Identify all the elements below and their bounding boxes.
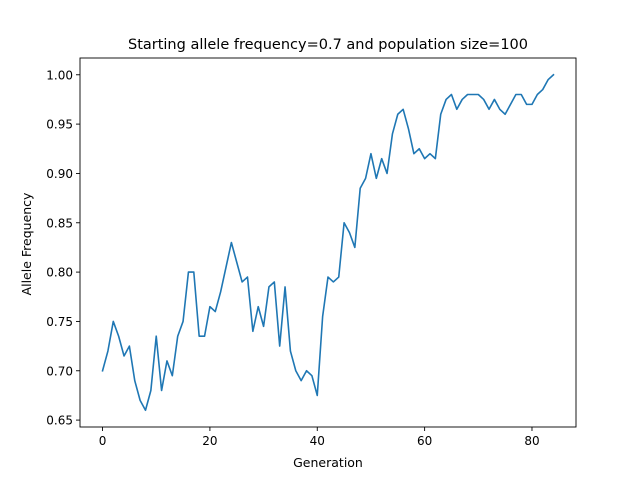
x-tick-label: 0 [99, 434, 107, 448]
y-tick-label: 0.70 [46, 364, 73, 378]
y-tick-label: 0.75 [46, 315, 73, 329]
chart-title: Starting allele frequency=0.7 and popula… [128, 37, 528, 53]
x-tick-label: 20 [202, 434, 217, 448]
y-axis-label: Allele Frequency [19, 192, 34, 296]
x-tick-label: 60 [417, 434, 432, 448]
plot-area [101, 73, 555, 412]
x-tick-label: 40 [310, 434, 325, 448]
axes: 0 20 40 60 80 0.65 0.70 0.75 0.80 0.85 0.90 0.95 1.0… [46, 57, 577, 448]
y-tick-label: 0.95 [46, 118, 73, 132]
series-line-0 [101, 73, 555, 412]
y-tick-label: 0.80 [46, 266, 73, 280]
y-tick-label: 0.65 [46, 414, 73, 428]
y-tick-label: 0.90 [46, 167, 73, 181]
x-axis-label: Generation [293, 455, 363, 470]
x-tick-label: 80 [524, 434, 539, 448]
y-tick-label: 0.85 [46, 216, 73, 230]
y-tick-label: 1.00 [46, 68, 73, 82]
axes-frame [79, 57, 577, 428]
